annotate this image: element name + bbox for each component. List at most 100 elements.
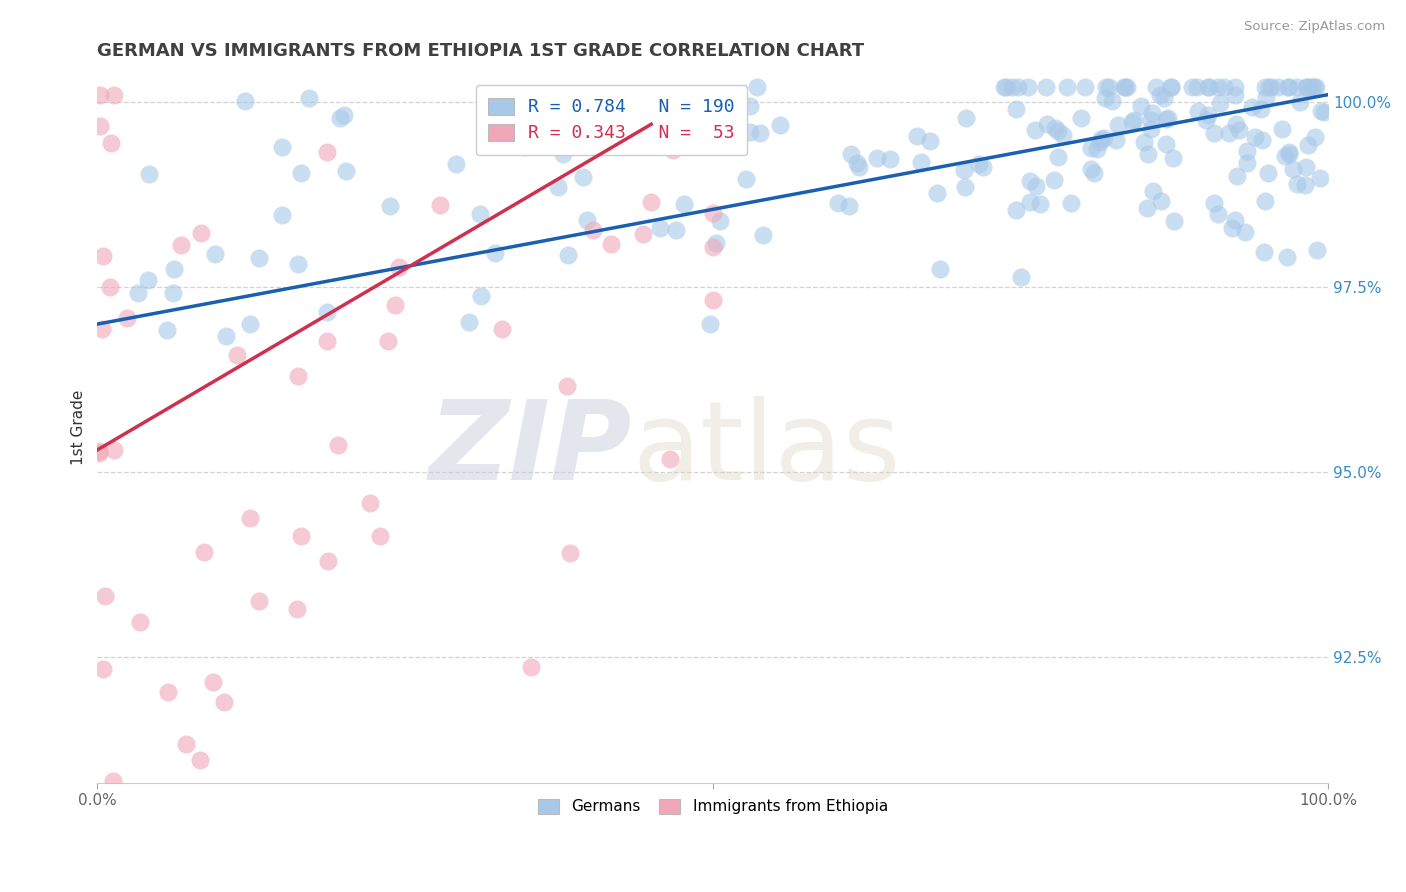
Point <box>910 155 932 169</box>
Point <box>1305 80 1327 95</box>
Point <box>214 695 236 709</box>
Point <box>1004 103 1026 117</box>
Point <box>558 132 581 146</box>
Point <box>458 315 481 329</box>
Point <box>287 257 309 271</box>
Point <box>491 321 513 335</box>
Point <box>1085 142 1108 156</box>
Point <box>1094 131 1116 145</box>
Point <box>1105 133 1128 147</box>
Point <box>1254 90 1277 104</box>
Point <box>1241 100 1264 114</box>
Point <box>163 262 186 277</box>
Point <box>127 286 149 301</box>
Point <box>1295 80 1317 95</box>
Point <box>1187 80 1209 95</box>
Point <box>665 223 688 237</box>
Point <box>1223 80 1246 95</box>
Point <box>1285 80 1308 95</box>
Point <box>1043 173 1066 187</box>
Y-axis label: 1st Grade: 1st Grade <box>72 390 86 466</box>
Point <box>1295 160 1317 174</box>
Point <box>100 136 122 150</box>
Point <box>1157 112 1180 126</box>
Point <box>1309 170 1331 185</box>
Point <box>1260 80 1282 95</box>
Point <box>290 166 312 180</box>
Point <box>1271 121 1294 136</box>
Point <box>1198 80 1220 95</box>
Point <box>101 774 124 789</box>
Point <box>551 146 574 161</box>
Point <box>1202 196 1225 211</box>
Point <box>1149 88 1171 103</box>
Point <box>188 753 211 767</box>
Point <box>1018 194 1040 209</box>
Point <box>1161 151 1184 165</box>
Point <box>1140 112 1163 127</box>
Point <box>1088 135 1111 149</box>
Point <box>1295 80 1317 95</box>
Point <box>247 593 270 607</box>
Point <box>190 226 212 240</box>
Point <box>1278 80 1301 95</box>
Point <box>1302 80 1324 95</box>
Point <box>1274 148 1296 162</box>
Point <box>1303 129 1326 144</box>
Point <box>1250 102 1272 116</box>
Point <box>239 317 262 331</box>
Point <box>1222 221 1244 235</box>
Point <box>91 662 114 676</box>
Point <box>633 227 655 241</box>
Point <box>1281 162 1303 177</box>
Point <box>1204 126 1226 140</box>
Point <box>93 589 115 603</box>
Point <box>1223 87 1246 102</box>
Point <box>1313 105 1336 120</box>
Point <box>91 321 114 335</box>
Point <box>329 112 352 126</box>
Point <box>702 240 724 254</box>
Point <box>995 80 1018 95</box>
Point <box>91 249 114 263</box>
Point <box>201 675 224 690</box>
Point <box>519 660 541 674</box>
Point <box>557 379 579 393</box>
Point <box>378 199 401 213</box>
Point <box>1160 80 1182 95</box>
Point <box>214 329 236 343</box>
Point <box>468 207 491 221</box>
Point <box>444 157 467 171</box>
Point <box>1047 124 1070 138</box>
Point <box>928 262 950 277</box>
Point <box>967 157 990 171</box>
Point <box>1213 80 1236 95</box>
Point <box>326 438 349 452</box>
Point <box>648 220 671 235</box>
Point <box>1154 112 1177 126</box>
Point <box>1121 114 1143 128</box>
Point <box>1236 145 1258 159</box>
Point <box>575 212 598 227</box>
Point <box>1298 80 1320 95</box>
Point <box>769 119 792 133</box>
Point <box>174 737 197 751</box>
Point <box>1150 194 1173 208</box>
Point <box>673 197 696 211</box>
Text: Source: ZipAtlas.com: Source: ZipAtlas.com <box>1244 20 1385 33</box>
Point <box>1236 155 1258 169</box>
Point <box>1074 80 1097 95</box>
Point <box>290 529 312 543</box>
Text: GERMAN VS IMMIGRANTS FROM ETHIOPIA 1ST GRADE CORRELATION CHART: GERMAN VS IMMIGRANTS FROM ETHIOPIA 1ST G… <box>97 42 865 60</box>
Point <box>1208 206 1230 220</box>
Point <box>993 80 1015 95</box>
Point <box>838 199 860 213</box>
Point <box>1095 80 1118 95</box>
Point <box>1289 95 1312 109</box>
Point <box>953 162 976 177</box>
Point <box>315 305 337 319</box>
Point <box>204 247 226 261</box>
Point <box>1187 104 1209 119</box>
Point <box>1144 80 1167 95</box>
Point <box>285 601 308 615</box>
